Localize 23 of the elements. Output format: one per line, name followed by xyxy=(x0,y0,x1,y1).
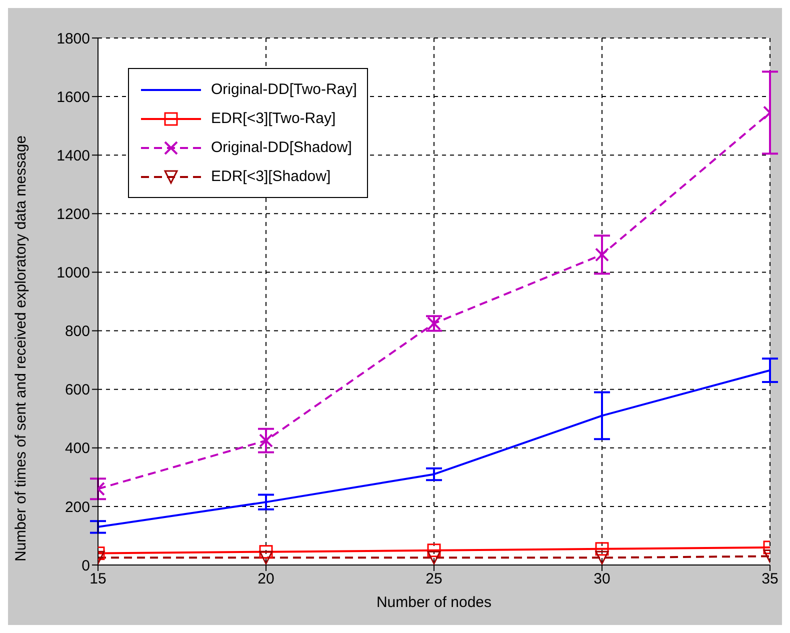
legend-label: Original-DD[Two-Ray] xyxy=(211,81,357,98)
x-tick-label: 35 xyxy=(762,570,778,588)
y-tick-label: 800 xyxy=(64,323,90,340)
y-tick-label: 600 xyxy=(64,382,90,399)
y-tick-label: 1200 xyxy=(56,206,90,223)
y-tick-label: 1000 xyxy=(56,264,90,282)
x-tick-label: 15 xyxy=(90,570,106,588)
point xyxy=(427,550,441,564)
point xyxy=(427,544,441,558)
y-tick-label: 400 xyxy=(64,440,90,458)
legend-label: EDR[<3][Two-Ray] xyxy=(211,110,336,127)
y-tick-label: 1800 xyxy=(56,30,90,48)
x-tick-label: 25 xyxy=(426,570,442,588)
legend-label: EDR[<3][Shadow] xyxy=(211,168,331,185)
y-tick-label: 1400 xyxy=(56,147,90,164)
y-axis-title: Number of times of sent and received exploratory data message xyxy=(12,135,30,562)
x-axis-title: Number of nodes xyxy=(376,594,492,611)
x-tick-label: 20 xyxy=(258,570,274,588)
y-tick-label: 200 xyxy=(64,498,90,516)
y-tick-label: 1600 xyxy=(56,88,90,106)
x-tick-label: 30 xyxy=(594,570,610,588)
y-tick-label: 0 xyxy=(82,557,90,574)
legend-label: Original-DD[Shadow] xyxy=(211,139,352,156)
